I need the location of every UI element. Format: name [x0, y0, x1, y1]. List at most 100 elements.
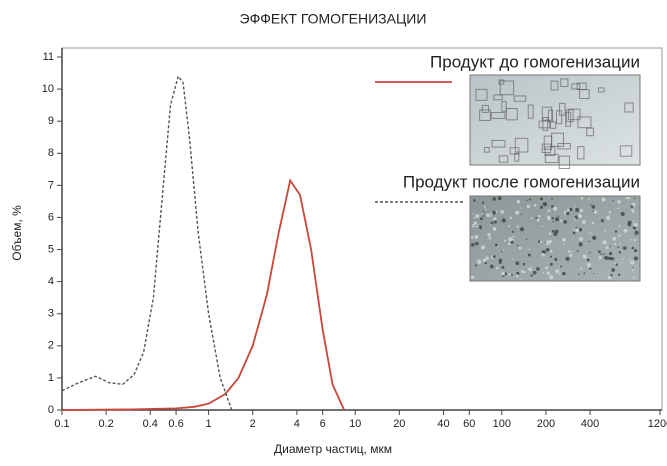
y-tick-label: 0	[48, 404, 54, 416]
photo-texture	[471, 236, 474, 239]
photo-texture	[509, 273, 511, 275]
photo-texture	[483, 215, 485, 217]
photo-texture	[501, 272, 504, 275]
photo-texture	[538, 215, 540, 217]
photo-texture	[603, 240, 607, 244]
photo-texture	[529, 248, 530, 249]
photo-texture	[537, 218, 540, 221]
photo-texture	[564, 243, 566, 245]
photo-texture	[560, 265, 562, 267]
photo-texture	[551, 198, 553, 200]
photo-texture	[588, 241, 590, 243]
photo-texture	[473, 199, 476, 202]
photo-texture	[624, 229, 628, 233]
photo-texture	[606, 246, 609, 249]
photo-texture	[508, 225, 510, 227]
photo-texture	[528, 268, 532, 272]
photo-texture	[620, 243, 621, 244]
photo-texture	[583, 254, 587, 258]
photo-texture	[629, 258, 631, 260]
photo-texture	[602, 197, 606, 201]
photo-texture	[562, 272, 566, 276]
photo-texture	[634, 256, 638, 260]
photo-texture	[604, 231, 605, 232]
photo-texture	[547, 216, 549, 218]
photo-texture	[614, 243, 616, 245]
photo-texture	[618, 225, 620, 227]
photo-texture	[549, 275, 553, 279]
photo-texture	[502, 266, 505, 269]
photo-texture	[545, 242, 546, 243]
photo-texture	[475, 242, 478, 245]
photo-texture	[510, 217, 512, 219]
photo-texture	[496, 267, 499, 270]
photo-texture	[526, 200, 527, 201]
photo-texture	[512, 258, 514, 260]
photo-texture	[521, 270, 524, 273]
photo-texture	[581, 197, 584, 200]
photo-texture	[568, 250, 571, 253]
photo-texture	[589, 267, 591, 269]
photo-texture	[618, 274, 620, 276]
photo-texture	[540, 241, 542, 243]
photo-texture	[629, 197, 631, 199]
photo-texture	[485, 209, 487, 211]
photo-texture	[628, 223, 631, 226]
photo-texture	[520, 278, 521, 279]
photo-texture	[475, 264, 477, 266]
photo-texture	[634, 230, 638, 234]
photo-texture	[547, 209, 550, 212]
photo-texture	[520, 207, 522, 209]
photo-texture	[542, 272, 544, 274]
photo-texture	[529, 198, 531, 200]
photo-texture	[502, 218, 506, 222]
photo-texture	[552, 230, 555, 233]
photo-texture	[588, 198, 590, 200]
photo-texture	[551, 205, 554, 208]
photo-texture	[490, 265, 494, 269]
photo-texture	[538, 240, 540, 242]
photo-texture	[609, 211, 611, 213]
photo-texture	[500, 210, 504, 214]
photo-texture	[589, 232, 591, 234]
photo-texture	[515, 261, 519, 265]
chart: ЭФФЕКТ ГОМОГЕНИЗАЦИИ Диаметр частиц, мкм…	[0, 0, 667, 461]
x-tick-label: 40	[437, 418, 449, 430]
photo-texture	[562, 238, 566, 242]
photo-texture	[609, 252, 612, 255]
photo-texture	[512, 231, 514, 233]
photo-texture	[603, 253, 605, 255]
photo-texture	[601, 219, 604, 222]
legend-label: Продукт после гомогенизации	[403, 172, 640, 191]
photo-texture	[516, 272, 519, 275]
x-tick-label: 6	[320, 418, 326, 430]
photo-texture	[580, 268, 582, 270]
photo-texture	[493, 255, 496, 258]
photo-texture	[575, 228, 579, 232]
photo-texture	[524, 271, 526, 273]
photo-texture	[574, 205, 575, 206]
photo-texture	[527, 205, 530, 208]
photo-texture	[622, 258, 624, 260]
photo-texture	[550, 250, 553, 253]
photo-texture	[489, 237, 492, 240]
photo-texture	[530, 274, 532, 276]
photo-texture	[621, 212, 625, 216]
photo-texture	[490, 215, 492, 217]
photo-texture	[583, 272, 585, 274]
photo-texture	[601, 253, 603, 255]
photo-texture	[552, 221, 553, 222]
photo-texture	[502, 275, 504, 277]
photo-texture	[598, 256, 601, 259]
photo-texture	[517, 245, 519, 247]
photo-texture	[558, 215, 560, 217]
photo-texture	[587, 263, 589, 265]
photo-texture	[608, 276, 612, 280]
photo-texture	[481, 245, 485, 249]
photo-texture	[471, 243, 475, 247]
photo-texture	[617, 200, 620, 203]
x-axis-label: Диаметр частиц, мкм	[274, 442, 392, 456]
photo-texture	[631, 209, 634, 212]
photo-texture	[549, 240, 552, 243]
photo-texture	[598, 250, 601, 253]
